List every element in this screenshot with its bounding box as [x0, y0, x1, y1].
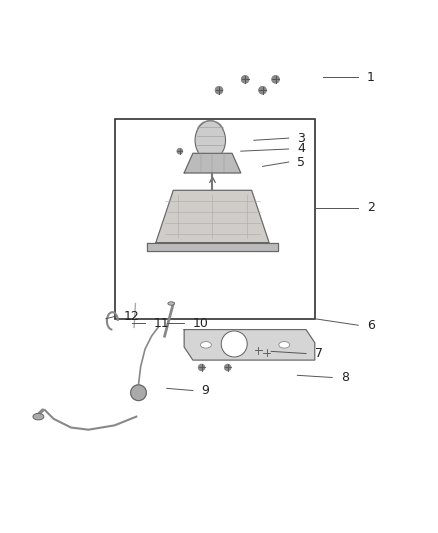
Circle shape	[254, 346, 261, 353]
Bar	[115, 118, 315, 319]
Circle shape	[242, 76, 249, 83]
Text: 6: 6	[367, 319, 375, 332]
Polygon shape	[147, 243, 278, 251]
Polygon shape	[184, 154, 241, 173]
Ellipse shape	[201, 342, 212, 348]
Circle shape	[272, 76, 279, 83]
Circle shape	[225, 365, 231, 370]
Polygon shape	[156, 190, 269, 243]
Circle shape	[177, 149, 183, 154]
Text: 3: 3	[297, 132, 305, 144]
Text: 4: 4	[297, 142, 305, 156]
Circle shape	[221, 331, 247, 357]
Circle shape	[131, 385, 146, 400]
Ellipse shape	[33, 414, 44, 420]
Circle shape	[215, 87, 223, 94]
Ellipse shape	[279, 342, 290, 348]
Text: 5: 5	[297, 156, 305, 168]
Circle shape	[259, 87, 266, 94]
Text: 11: 11	[154, 317, 170, 329]
Circle shape	[242, 76, 249, 83]
Circle shape	[215, 87, 223, 94]
Text: 9: 9	[201, 384, 209, 397]
Circle shape	[272, 76, 279, 83]
Text: 2: 2	[367, 201, 375, 214]
Circle shape	[198, 365, 205, 370]
Text: 10: 10	[193, 317, 209, 329]
Circle shape	[233, 349, 240, 356]
Polygon shape	[184, 329, 315, 360]
Circle shape	[259, 87, 266, 94]
Text: 1: 1	[367, 71, 375, 84]
Text: 7: 7	[315, 347, 323, 360]
Text: 12: 12	[123, 310, 139, 323]
Circle shape	[263, 349, 270, 356]
Text: 8: 8	[341, 371, 349, 384]
Ellipse shape	[168, 302, 174, 305]
Ellipse shape	[195, 120, 226, 160]
